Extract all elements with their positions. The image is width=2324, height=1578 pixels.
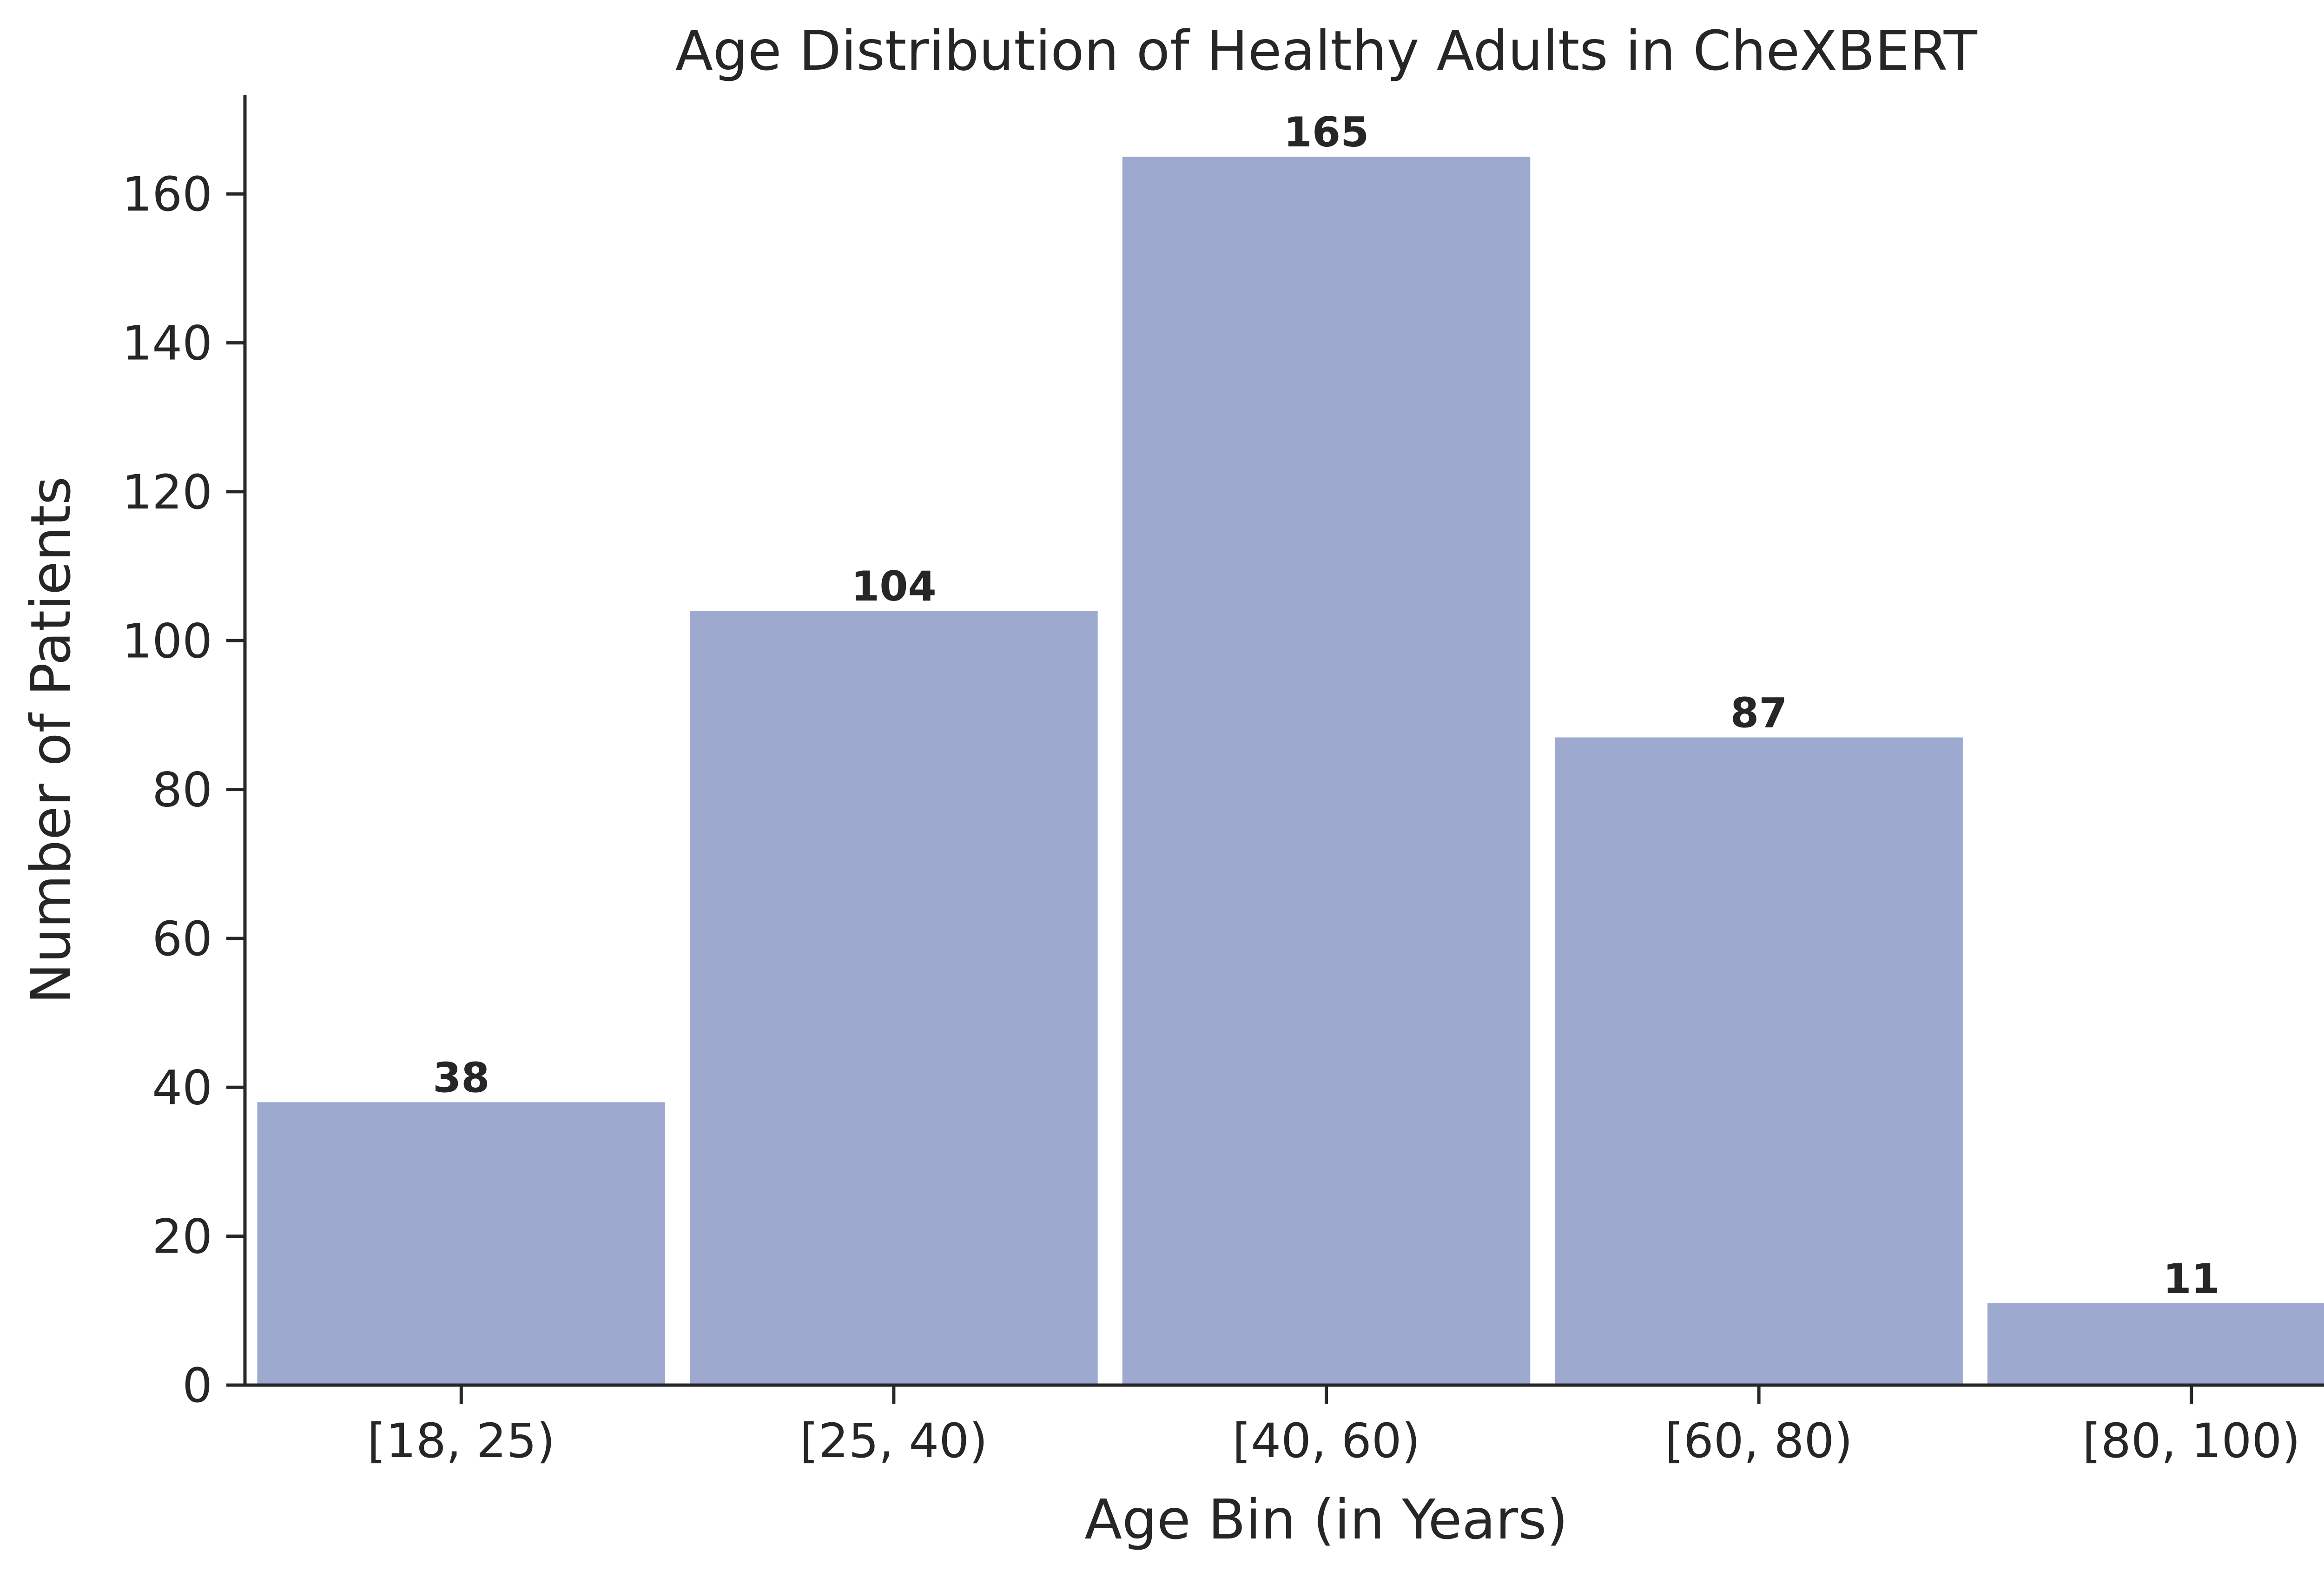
bars-group: 38 104 165 87 11 <box>257 108 2324 1386</box>
x-tick-label-4: [60, 80) <box>1665 1413 1853 1469</box>
x-tick-label-5: [80, 100) <box>2082 1413 2300 1469</box>
bar-value-label-4: 87 <box>1730 689 1787 737</box>
x-tick-label-1: [18, 25) <box>367 1413 555 1469</box>
bar-value-label-1: 38 <box>433 1054 489 1102</box>
y-tick-label-7: 140 <box>122 316 212 371</box>
x-tick-label-2: [25, 40) <box>800 1413 988 1469</box>
y-axis-ticks: 0 20 40 60 80 100 120 140 160 <box>122 167 245 1413</box>
y-tick-label-6: 120 <box>122 465 212 520</box>
y-tick-label-1: 20 <box>152 1209 212 1265</box>
y-tick-label-5: 100 <box>122 614 212 669</box>
bar-1 <box>257 1102 666 1385</box>
y-axis-label: Number of Patients <box>19 476 83 1004</box>
y-tick-label-4: 80 <box>152 763 212 818</box>
bar-3 <box>1122 157 1531 1386</box>
y-tick-label-8: 160 <box>122 167 212 222</box>
bar-5 <box>1987 1303 2324 1385</box>
chart-title: Age Distribution of Healthy Adults in Ch… <box>675 19 1978 83</box>
y-tick-label-3: 60 <box>152 911 212 967</box>
x-axis-label: Age Bin (in Years) <box>1084 1487 1568 1552</box>
bar-2 <box>690 611 1098 1385</box>
bar-value-label-2: 104 <box>851 562 937 610</box>
y-tick-label-0: 0 <box>182 1358 212 1413</box>
x-axis-ticks: [18, 25) [25, 40) [40, 60) [60, 80) [80, 100… <box>367 1385 2300 1469</box>
bar-4 <box>1555 737 1963 1385</box>
y-tick-label-2: 40 <box>152 1060 212 1116</box>
x-tick-label-3: [40, 60) <box>1232 1413 1420 1469</box>
bar-value-label-3: 165 <box>1284 108 1369 156</box>
bar-value-label-5: 11 <box>2163 1255 2219 1303</box>
